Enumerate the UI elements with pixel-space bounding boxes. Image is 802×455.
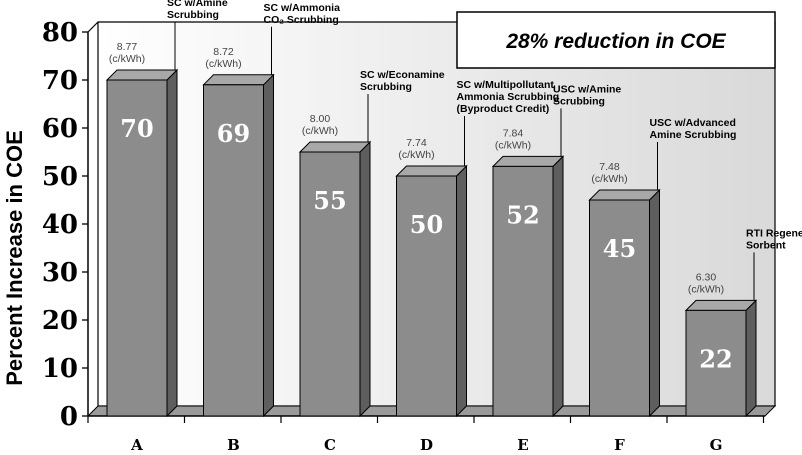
callout-box: 28% reduction in COE bbox=[456, 11, 776, 69]
bar-g: 22 bbox=[684, 299, 758, 418]
svg-text:7.84: 7.84 bbox=[503, 127, 524, 139]
bar-value-label: 52 bbox=[506, 200, 539, 229]
y-axis: 0 10 20 30 40 50 60 70 80 bbox=[42, 18, 99, 432]
svg-text:SC w/Multipollutant: SC w/Multipollutant bbox=[457, 79, 555, 91]
y-tick-label: 80 bbox=[42, 18, 78, 48]
svg-text:(c/kWh): (c/kWh) bbox=[688, 283, 724, 295]
bar-value-label: 50 bbox=[410, 210, 443, 239]
y-tick-label: 50 bbox=[42, 162, 78, 192]
svg-text:(c/kWh): (c/kWh) bbox=[398, 149, 434, 161]
y-tick-label: 10 bbox=[42, 354, 78, 384]
bar-value-label: 55 bbox=[313, 186, 346, 215]
svg-text:SC w/Econamine: SC w/Econamine bbox=[360, 69, 445, 81]
svg-text:USC w/Amine: USC w/Amine bbox=[553, 83, 621, 95]
svg-text:8.00: 8.00 bbox=[310, 113, 331, 125]
svg-text:8.72: 8.72 bbox=[213, 46, 234, 58]
x-tick-label: E bbox=[517, 436, 528, 454]
svg-text:Scrubbing: Scrubbing bbox=[553, 95, 605, 107]
bar-value-label: 69 bbox=[217, 119, 250, 148]
bar-a: 70 bbox=[105, 68, 179, 418]
bar-c: 55 bbox=[298, 140, 372, 418]
y-tick-label: 60 bbox=[42, 114, 78, 144]
svg-text:SC w/Ammonia: SC w/Ammonia bbox=[264, 2, 341, 14]
y-tick-label: 30 bbox=[42, 258, 78, 288]
x-tick-label: D bbox=[420, 436, 433, 454]
svg-text:Scrubbing: Scrubbing bbox=[360, 81, 412, 93]
svg-text:6.30: 6.30 bbox=[696, 271, 717, 283]
svg-text:(c/kWh): (c/kWh) bbox=[302, 125, 338, 137]
svg-text:8.77: 8.77 bbox=[117, 41, 138, 53]
x-tick-label: F bbox=[614, 436, 625, 454]
bar-d: 50 bbox=[395, 164, 468, 418]
bar-f: 45 bbox=[588, 188, 661, 418]
y-tick-label: 20 bbox=[42, 306, 78, 336]
cost-label: 8.72(c/kWh) bbox=[205, 46, 241, 70]
cost-label: 7.84(c/kWh) bbox=[495, 127, 531, 151]
y-axis-label: Percent Increase in COE bbox=[2, 130, 27, 386]
bar-value-label: 70 bbox=[120, 114, 153, 143]
svg-text:(c/kWh): (c/kWh) bbox=[495, 139, 531, 151]
y-tick-label: 70 bbox=[42, 66, 78, 96]
bars: 70 69 55 50 52 45 22 bbox=[105, 68, 758, 418]
svg-text:SC w/Amine: SC w/Amine bbox=[167, 0, 228, 9]
bar-e: 52 bbox=[491, 155, 565, 418]
x-tick-label: B bbox=[227, 436, 240, 454]
x-tick-label: A bbox=[130, 436, 143, 454]
cost-label: 8.77(c/kWh) bbox=[109, 41, 145, 65]
cost-label: 7.74(c/kWh) bbox=[398, 137, 434, 161]
svg-text:RTI Regenerable: RTI Regenerable bbox=[746, 227, 802, 239]
svg-text:(Byproduct Credit): (Byproduct Credit) bbox=[457, 103, 550, 115]
cost-label: 7.48(c/kWh) bbox=[591, 161, 627, 185]
svg-text:7.48: 7.48 bbox=[599, 161, 620, 173]
svg-text:(c/kWh): (c/kWh) bbox=[205, 58, 241, 70]
bar-b: 69 bbox=[202, 73, 275, 418]
x-tick-label: G bbox=[710, 436, 723, 454]
svg-text:Scrubbing: Scrubbing bbox=[167, 9, 219, 21]
cost-label: 6.30(c/kWh) bbox=[688, 271, 724, 295]
svg-text:Amine Scrubbing: Amine Scrubbing bbox=[650, 129, 737, 141]
svg-text:USC w/Advanced: USC w/Advanced bbox=[650, 117, 736, 129]
svg-text:7.74: 7.74 bbox=[406, 137, 427, 149]
svg-text:CO₂ Scrubbing: CO₂ Scrubbing bbox=[264, 14, 339, 26]
svg-text:Ammonia Scrubbing: Ammonia Scrubbing bbox=[457, 91, 560, 103]
bar-annotations: 8.77(c/kWh)SC w/AmineScrubbing8.72(c/kWh… bbox=[109, 0, 802, 301]
technology-label: RTI RegenerableSorbent bbox=[746, 227, 802, 301]
svg-text:(c/kWh): (c/kWh) bbox=[109, 53, 145, 65]
x-axis: A B C D E F G bbox=[87, 416, 765, 454]
x-tick-label: C bbox=[324, 436, 336, 454]
cost-label: 8.00(c/kWh) bbox=[302, 113, 338, 137]
bar-value-label: 45 bbox=[603, 234, 636, 263]
bar-value-label: 22 bbox=[699, 344, 732, 373]
svg-text:Sorbent: Sorbent bbox=[746, 239, 786, 251]
y-tick-label: 40 bbox=[42, 210, 78, 240]
svg-text:(c/kWh): (c/kWh) bbox=[591, 173, 627, 185]
callout-text: 28% reduction in COE bbox=[505, 30, 726, 53]
y-tick-label: 0 bbox=[60, 402, 78, 432]
